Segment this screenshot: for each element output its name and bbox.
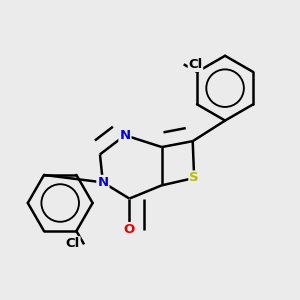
Text: N: N — [97, 176, 109, 189]
Text: N: N — [119, 129, 130, 142]
Text: O: O — [124, 223, 135, 236]
Text: Cl: Cl — [188, 58, 203, 71]
Text: Cl: Cl — [66, 237, 80, 250]
Text: S: S — [189, 172, 199, 184]
